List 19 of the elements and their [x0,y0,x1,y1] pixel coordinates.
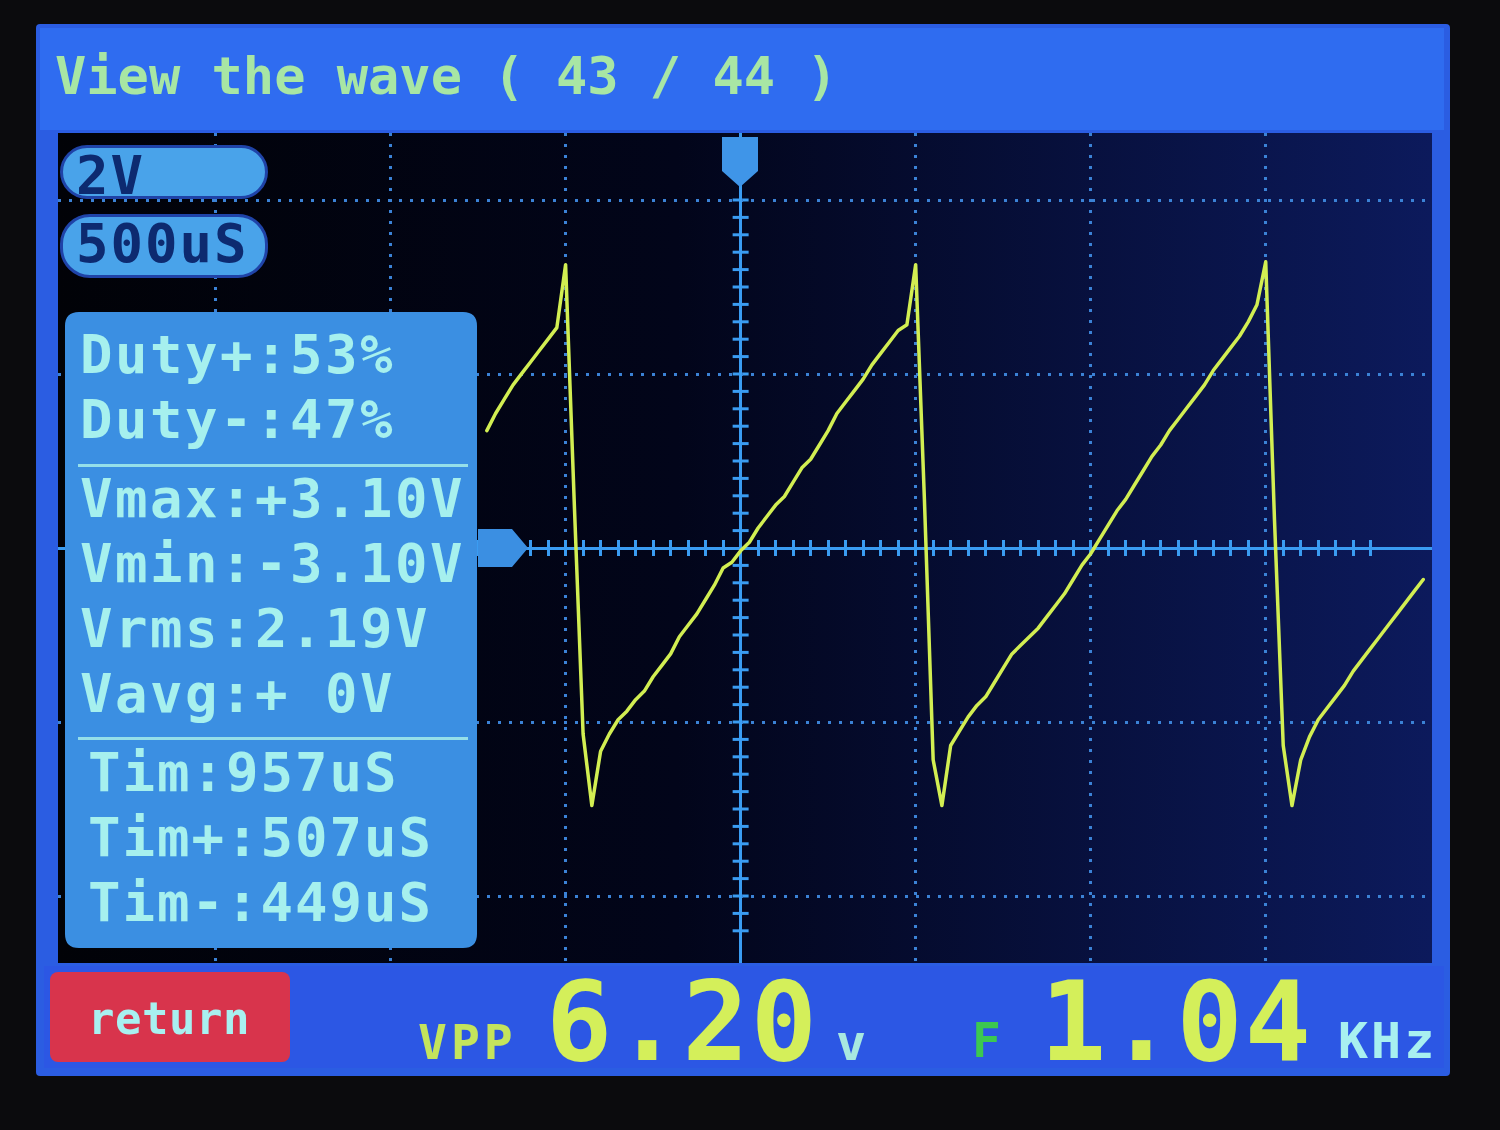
annotation: 500uS [76,211,249,275]
annotation: Duty+:53% [80,322,396,386]
text: KHz [1338,1012,1438,1071]
text: 2V [76,143,146,207]
text: v [836,1014,867,1073]
chart-title: View the wave ( 43 / 44 ) [55,45,838,106]
text: 6.20 [546,958,819,1087]
text: VPP [418,1014,517,1071]
annotation: Duty-:47% [80,387,396,451]
text: Tim-:449uS [88,870,434,934]
text: Tim+:507uS [88,805,434,869]
annotation: Vrms:2.19V [80,596,431,660]
text: 1.04 [1040,958,1313,1087]
annotation: Tim:957uS [88,740,399,804]
annotation: Vmax:+3.10V [80,466,466,530]
annotation: Vavg:+ 0V [80,661,396,725]
annotation: Vmin:-3.10V [80,531,466,595]
text: return [88,992,250,1044]
text: F [972,1012,1001,1069]
